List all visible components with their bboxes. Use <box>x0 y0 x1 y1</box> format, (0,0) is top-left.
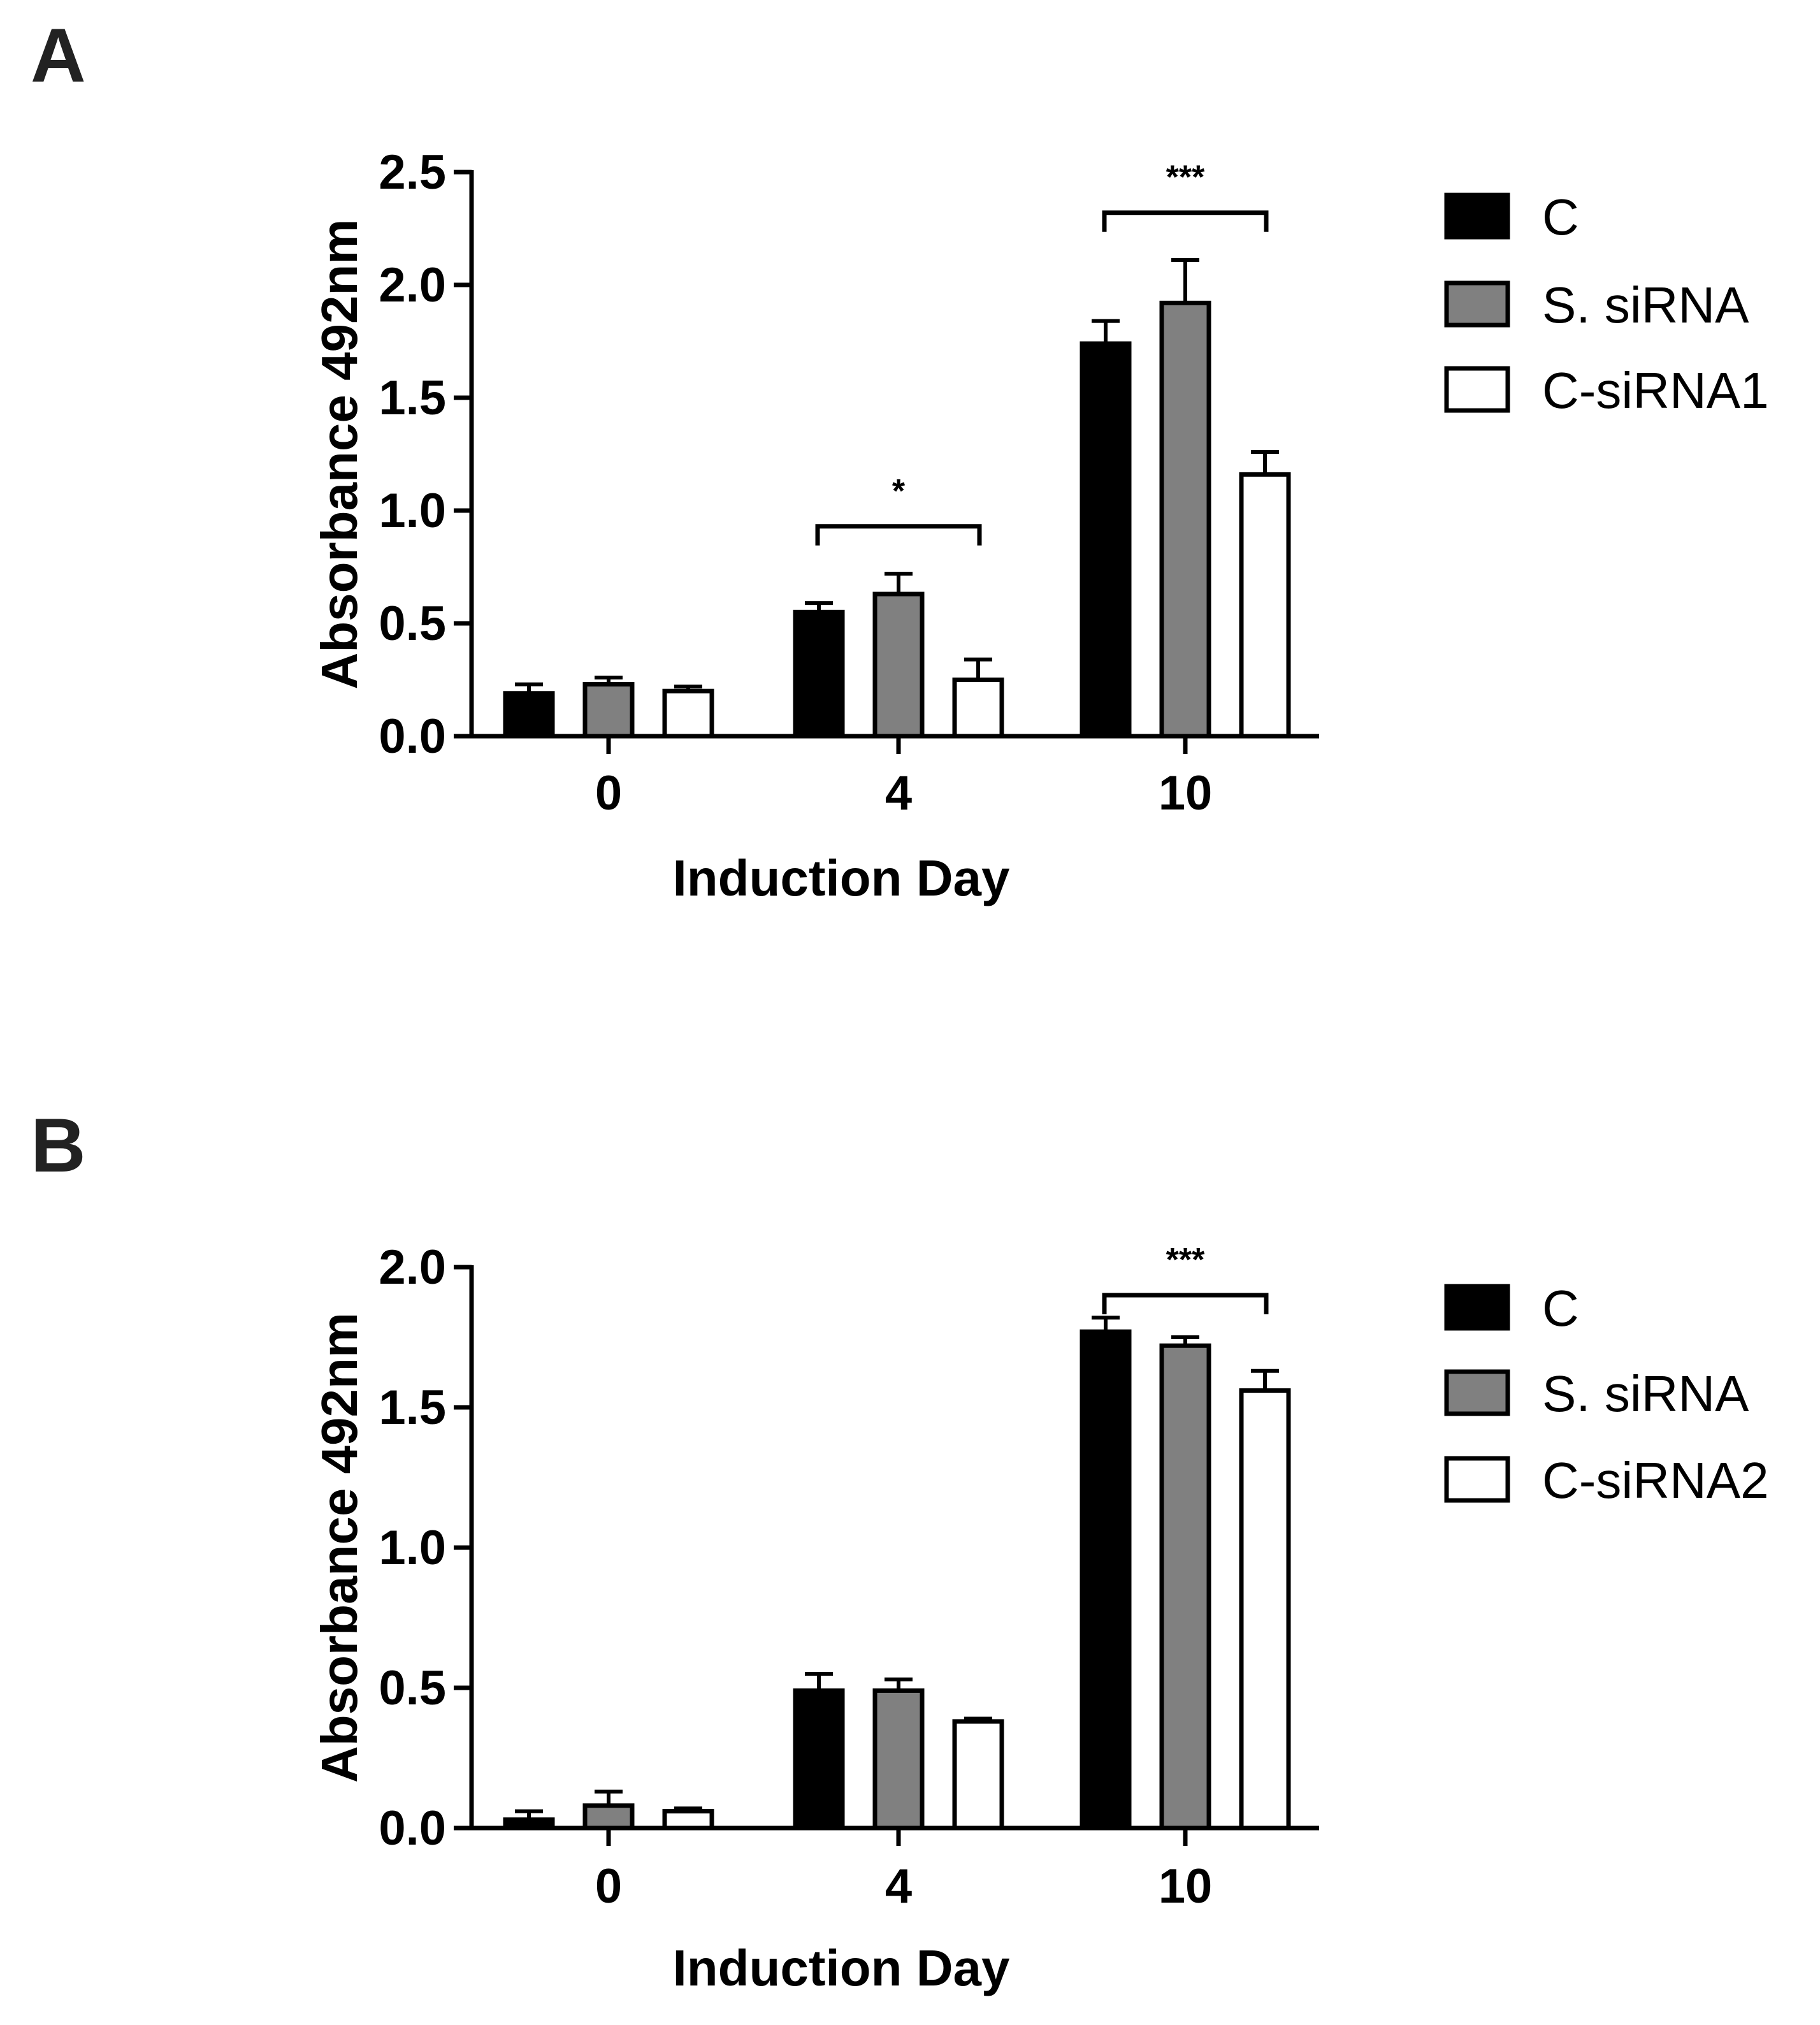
y-tick-label: 1.0 <box>379 484 446 538</box>
legend-label: S. siRNA <box>1542 1365 1749 1422</box>
significance-label: *** <box>1166 159 1205 196</box>
significance-bracket <box>1102 1293 1269 1314</box>
panel-b: B 0.0 0.5 1.0 1.5 2.0 0 4 10 Induction Day Absorba… <box>31 1103 1769 1996</box>
y-tick-label: 0.0 <box>379 709 446 764</box>
legend-label: C-siRNA2 <box>1542 1452 1769 1509</box>
y-tick-label: 2.0 <box>379 1240 446 1295</box>
x-tick-label: 10 <box>1159 766 1213 820</box>
significance-bracket <box>815 524 982 546</box>
legend-swatch <box>1444 1284 1510 1331</box>
y-tick-label: 0.0 <box>379 1801 446 1855</box>
significance-bracket <box>1102 210 1269 232</box>
legend-swatch <box>1444 1456 1510 1503</box>
x-tick-label: 10 <box>1159 1859 1213 1913</box>
legend-swatch <box>1444 280 1510 328</box>
legend-swatch <box>1444 1369 1510 1416</box>
x-tick-label: 0 <box>595 1859 622 1913</box>
bar <box>1239 1388 1291 1831</box>
legend-swatch <box>1444 192 1510 240</box>
x-axis-title: Induction Day <box>673 850 1010 906</box>
bar <box>1159 300 1211 739</box>
legend-label: C-siRNA1 <box>1542 362 1769 419</box>
legend-label: S. siRNA <box>1542 277 1749 333</box>
panel-letter: B <box>31 1103 86 1188</box>
x-tick-label: 0 <box>595 766 622 820</box>
y-tick-label: 2.0 <box>379 258 446 312</box>
bar <box>1080 341 1132 739</box>
significance-label: * <box>892 473 906 510</box>
legend-label: C <box>1542 189 1579 245</box>
bar <box>503 1817 555 1831</box>
y-tick-label: 1.0 <box>379 1521 446 1575</box>
bar <box>793 1688 845 1831</box>
y-tick-label: 0.5 <box>379 1661 446 1715</box>
bar <box>1159 1343 1211 1831</box>
bar <box>952 678 1004 739</box>
bar <box>952 1719 1004 1831</box>
y-axis-title: Absorbance 492nm <box>311 1312 368 1783</box>
y-axis-title: Absorbance 492nm <box>311 219 368 689</box>
bar <box>582 1803 635 1831</box>
panel-a: A 0.0 0.5 1.0 1.5 2.0 2.5 0 4 10 Induction Day Abso… <box>31 13 1769 906</box>
bar <box>872 592 925 739</box>
x-tick-label: 4 <box>885 766 912 820</box>
bar <box>872 1688 925 1831</box>
bar <box>503 691 555 739</box>
bar <box>582 682 635 739</box>
significance-label: *** <box>1166 1242 1205 1279</box>
y-tick-label: 1.5 <box>379 1381 446 1435</box>
bar <box>1080 1329 1132 1831</box>
y-tick-label: 1.5 <box>379 371 446 425</box>
bar <box>662 1809 714 1831</box>
y-tick-label: 2.5 <box>379 145 446 200</box>
bar <box>793 609 845 739</box>
bar <box>662 688 714 739</box>
x-axis-title: Induction Day <box>673 1940 1010 1996</box>
bar <box>1239 472 1291 739</box>
y-tick-label: 0.5 <box>379 597 446 651</box>
legend-swatch <box>1444 366 1510 413</box>
x-tick-label: 4 <box>885 1859 912 1913</box>
legend-label: C <box>1542 1280 1579 1337</box>
panel-letter: A <box>31 13 86 98</box>
